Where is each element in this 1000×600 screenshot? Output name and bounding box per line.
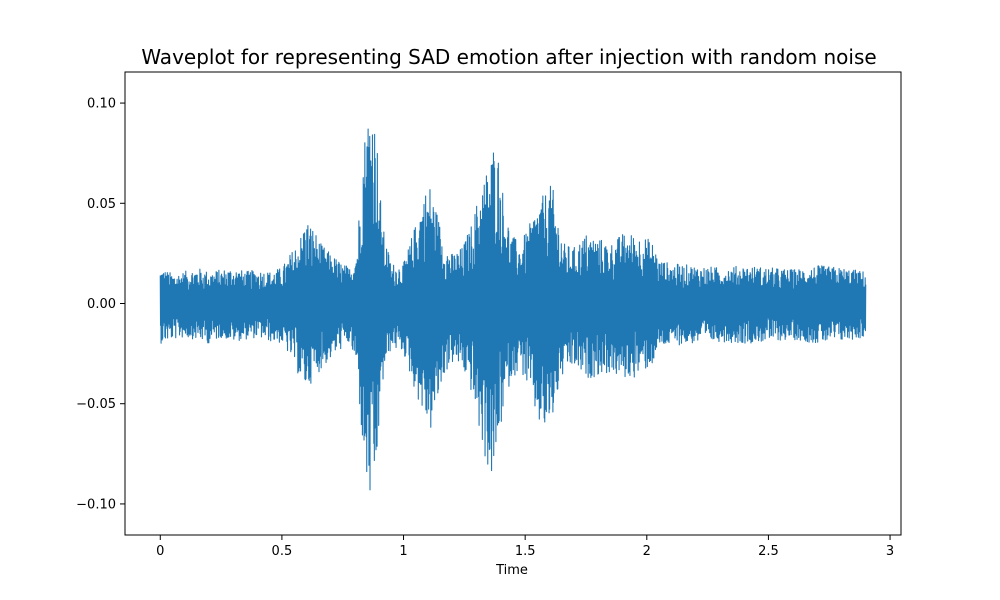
- y-tick-label: −0.05: [76, 397, 116, 412]
- chart-title: Waveplot for representing SAD emotion af…: [141, 45, 876, 69]
- x-tick-label: 2.5: [758, 544, 779, 559]
- y-tick-label: 0.05: [87, 197, 116, 212]
- y-tick-label: 0.00: [87, 297, 116, 312]
- y-tick-label: −0.10: [76, 497, 116, 512]
- plot-area: [159, 128, 867, 491]
- x-tick-label: 0: [156, 544, 164, 559]
- x-tick-label: 1.5: [515, 544, 536, 559]
- x-tick-label: 1: [399, 544, 407, 559]
- waveform-series: [159, 128, 867, 491]
- y-axis: −0.10 −0.05 0.00 0.05 0.10: [76, 97, 125, 512]
- x-axis-label: Time: [495, 563, 528, 578]
- waveform-line: [159, 128, 867, 491]
- x-axis: 0 0.5 1 1.5 2 2.5 3: [156, 535, 894, 559]
- y-tick-label: 0.10: [87, 97, 116, 112]
- x-tick-label: 2: [643, 544, 651, 559]
- x-tick-label: 3: [886, 544, 894, 559]
- x-tick-label: 0.5: [272, 544, 293, 559]
